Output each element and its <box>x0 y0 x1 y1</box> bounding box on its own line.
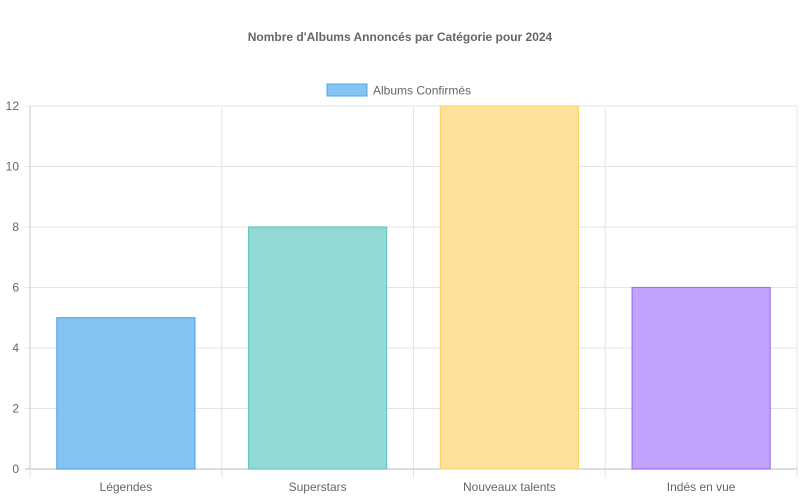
y-tick-label: 8 <box>12 220 19 234</box>
y-tick-label: 2 <box>12 402 19 416</box>
x-tick-label: Superstars <box>289 480 347 494</box>
bar <box>56 317 196 470</box>
bars <box>56 105 771 470</box>
chart-legend: Albums Confirmés <box>326 83 471 98</box>
x-tick-label: Légendes <box>100 480 153 494</box>
legend-swatch <box>326 83 368 97</box>
y-tick-label: 4 <box>12 341 19 355</box>
bar <box>631 286 771 470</box>
bar <box>439 105 580 470</box>
x-tick-label: Nouveaux talents <box>463 480 556 494</box>
y-axis-ticks: 0 2 4 6 8 10 12 <box>6 99 20 476</box>
y-tick-label: 12 <box>6 99 20 113</box>
y-tick-label: 6 <box>12 281 19 295</box>
y-tick-label: 0 <box>12 462 19 476</box>
x-tick-label: Indés en vue <box>667 480 736 494</box>
y-tick-label: 10 <box>6 160 20 174</box>
bar <box>247 226 388 470</box>
x-axis-ticks: Légendes Superstars Nouveaux talents Indés … <box>100 480 736 494</box>
chart-title: Nombre d'Albums Annoncés par Catégorie p… <box>248 30 553 44</box>
legend-label: Albums Confirmés <box>373 84 471 98</box>
